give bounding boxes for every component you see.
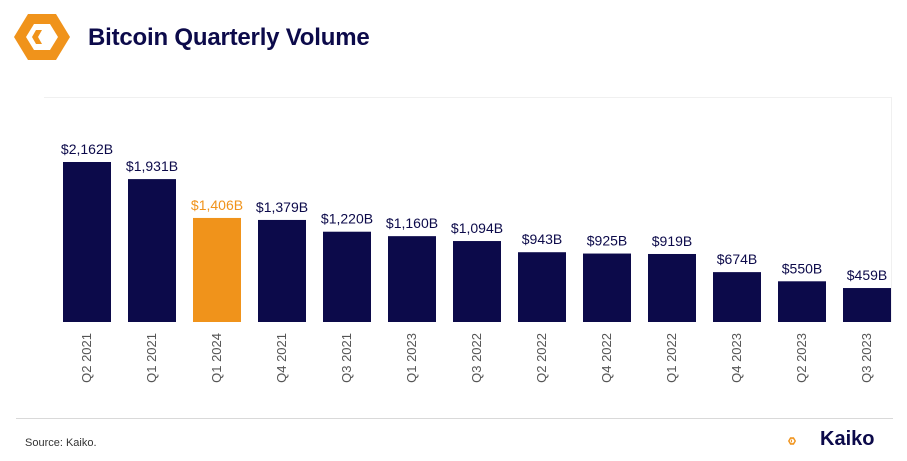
x-tick-labels-group: Q2 2021 Q1 2021 Q1 2024 Q4 2021 Q3 2021 Q1 20… bbox=[79, 333, 874, 383]
bar-q2-2022 bbox=[518, 252, 566, 322]
x-tick-label: Q2 2023 bbox=[794, 333, 809, 383]
chart-title: Bitcoin Quarterly Volume bbox=[88, 24, 370, 51]
source-note: Source: Kaiko. bbox=[25, 437, 97, 449]
x-tick-label: Q2 2022 bbox=[534, 333, 549, 383]
footer-divider bbox=[16, 418, 893, 419]
bar-q4-2021 bbox=[258, 219, 306, 322]
x-tick-label: Q1 2021 bbox=[144, 333, 159, 383]
plot-border-top bbox=[44, 97, 892, 98]
kaiko-logo-icon bbox=[788, 437, 797, 445]
bar-q3-2023 bbox=[843, 288, 891, 322]
bar-q3-2021 bbox=[323, 231, 371, 322]
data-label: $1,094B bbox=[451, 220, 503, 236]
x-tick-label: Q4 2023 bbox=[729, 333, 744, 383]
bar-q1-2021 bbox=[128, 179, 176, 322]
data-labels-group: $2,162B $1,931B $1,406B $1,379B $1,220B $1,16… bbox=[61, 141, 887, 283]
bar-q2-2021 bbox=[63, 162, 111, 322]
x-tick-label: Q2 2021 bbox=[79, 333, 94, 383]
x-tick-label: Q3 2022 bbox=[469, 333, 484, 383]
bars-group bbox=[63, 162, 891, 322]
x-tick-label: Q1 2024 bbox=[209, 333, 224, 383]
x-tick-label: Q3 2023 bbox=[859, 333, 874, 383]
x-tick-label: Q1 2022 bbox=[664, 333, 679, 383]
data-label: $1,160B bbox=[386, 215, 438, 231]
data-label: $1,379B bbox=[256, 199, 308, 215]
x-tick-label: Q4 2022 bbox=[599, 333, 614, 383]
data-label: $1,220B bbox=[321, 211, 373, 227]
bar-q1-2024 bbox=[193, 217, 241, 322]
data-label: $925B bbox=[587, 233, 627, 249]
bar-q4-2023 bbox=[713, 272, 761, 322]
data-label: $550B bbox=[782, 260, 822, 276]
bar-q1-2023 bbox=[388, 236, 436, 322]
data-label: $943B bbox=[522, 231, 562, 247]
data-label: $1,406B bbox=[191, 197, 243, 213]
brand-name: Kaiko bbox=[820, 428, 875, 450]
plot-border-right bbox=[891, 97, 892, 322]
kaiko-logo-icon bbox=[14, 14, 70, 60]
data-label: $459B bbox=[847, 267, 887, 283]
data-label: $674B bbox=[717, 251, 757, 267]
bar-q4-2022 bbox=[583, 253, 631, 322]
x-tick-label: Q1 2023 bbox=[404, 333, 419, 383]
x-tick-label: Q4 2021 bbox=[274, 333, 289, 383]
bar-q1-2022 bbox=[648, 253, 696, 322]
data-label: $1,931B bbox=[126, 158, 178, 174]
bar-q3-2022 bbox=[453, 241, 501, 322]
bar-q2-2023 bbox=[778, 281, 826, 322]
data-label: $919B bbox=[652, 233, 692, 249]
x-tick-label: Q3 2021 bbox=[339, 333, 354, 383]
data-label: $2,162B bbox=[61, 141, 113, 157]
